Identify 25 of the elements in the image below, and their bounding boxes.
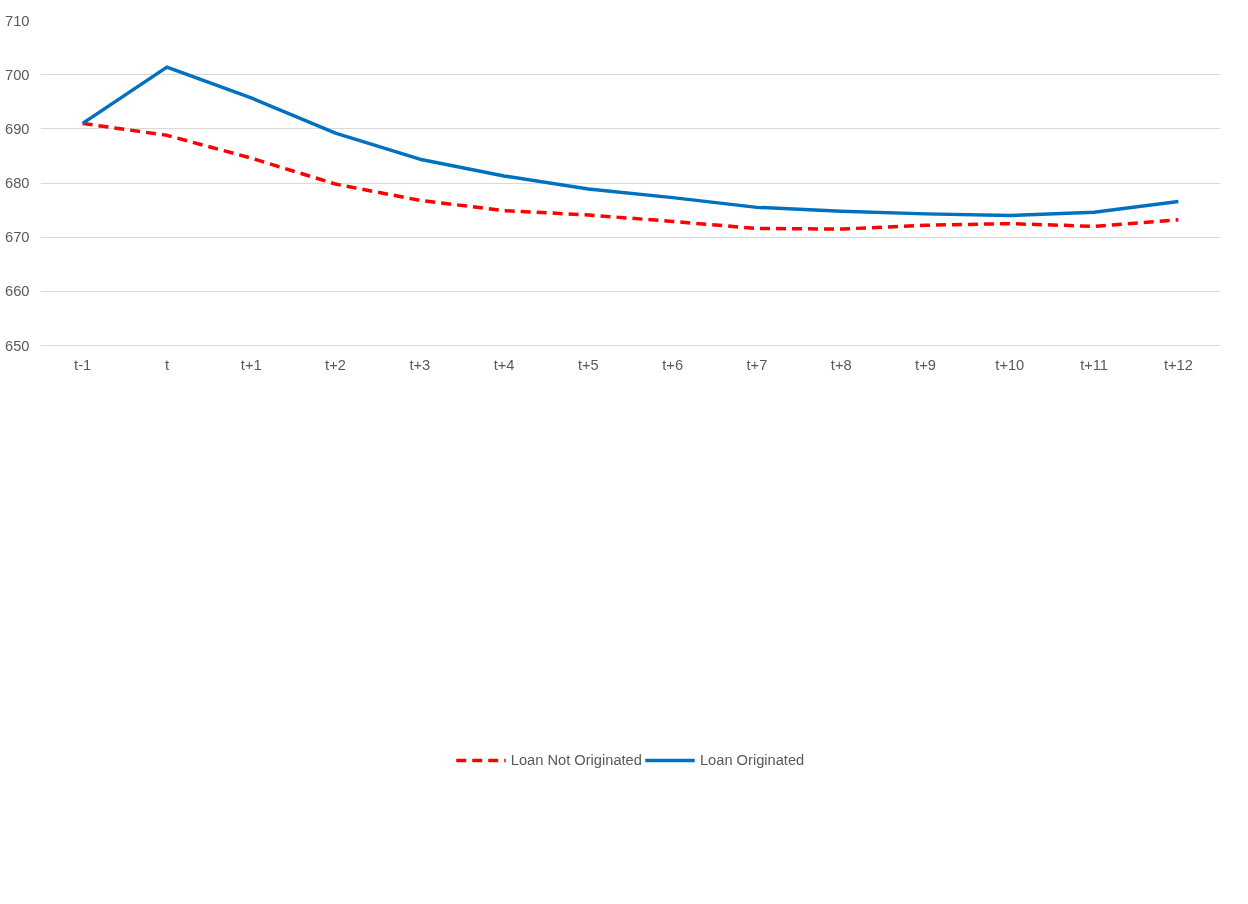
x-tick-label: t+8 bbox=[830, 356, 852, 373]
legend-label: Loan Not Originated bbox=[510, 752, 642, 768]
x-tick-label: t+5 bbox=[577, 356, 599, 373]
x-tick-label: t+9 bbox=[915, 356, 936, 373]
x-tick-label: t+6 bbox=[662, 356, 684, 373]
x-tick-label: t+10 bbox=[995, 356, 1025, 373]
x-tick-label: t+7 bbox=[746, 356, 768, 373]
x-tick-label: t+2 bbox=[325, 356, 346, 373]
x-tick-label: t+3 bbox=[409, 356, 431, 373]
line-series bbox=[80, 121, 1181, 231]
x-tick-label: t+11 bbox=[1080, 356, 1109, 373]
x-tick-label: t+4 bbox=[493, 356, 515, 373]
y-tick-label: 680 bbox=[5, 175, 30, 191]
y-tick-label: 660 bbox=[5, 283, 30, 300]
x-tick-label: t+12 bbox=[1163, 356, 1193, 373]
y-tick-label: 650 bbox=[5, 337, 30, 354]
x-tick-label: t+1 bbox=[240, 356, 262, 373]
y-tick-label: 710 bbox=[5, 12, 30, 29]
y-tick-label: 690 bbox=[5, 120, 30, 137]
x-tick-label: t-1 bbox=[74, 356, 92, 373]
y-tick-label: 700 bbox=[5, 66, 30, 83]
legend-label: Loan Originated bbox=[699, 752, 805, 768]
x-tick-label: t bbox=[164, 356, 169, 373]
y-tick-label: 670 bbox=[5, 229, 30, 246]
line-series bbox=[80, 65, 1181, 218]
